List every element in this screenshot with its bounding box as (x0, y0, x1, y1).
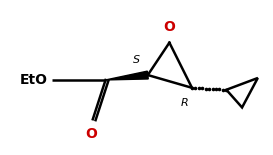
Text: S: S (132, 55, 140, 65)
Text: O: O (85, 127, 97, 141)
Text: EtO: EtO (20, 73, 48, 87)
Polygon shape (106, 71, 148, 80)
Text: O: O (164, 20, 175, 34)
Text: R: R (180, 98, 188, 108)
